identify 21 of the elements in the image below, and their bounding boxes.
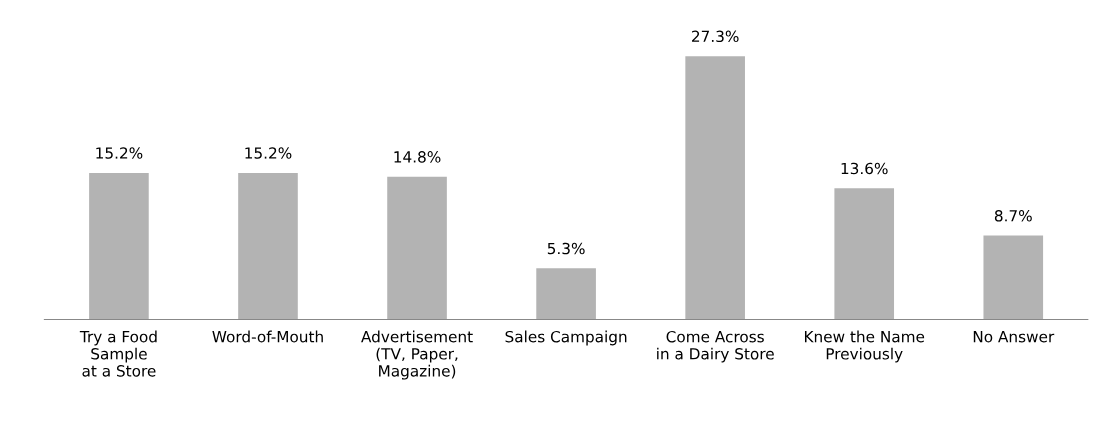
bar	[536, 268, 596, 320]
data-label: 8.7%	[994, 209, 1032, 222]
bar	[983, 235, 1044, 320]
x-tick-label: No Answer	[973, 331, 1055, 343]
data-label: 13.6%	[841, 162, 888, 175]
x-tick-label: Come Across in a Dairy Store	[657, 330, 774, 363]
data-label: 15.2%	[245, 147, 292, 159]
bar	[387, 176, 447, 320]
x-tick-label: Advertisement (TV, Paper, Magazine)	[361, 330, 473, 380]
bar	[685, 56, 745, 320]
bar	[834, 188, 895, 320]
x-tick-label: Try a Food Sample at a Store	[79, 330, 157, 377]
bar	[89, 172, 149, 320]
x-tick-label: Knew the Name Previously	[804, 330, 925, 363]
data-label: 5.3%	[547, 242, 585, 255]
x-tick-label: Word-of-Mouth	[212, 330, 323, 343]
data-label: 14.8%	[394, 151, 441, 163]
bar	[238, 172, 298, 320]
data-label: 27.3%	[692, 30, 739, 43]
data-label: 15.2%	[96, 147, 143, 159]
x-tick-label: Sales Campaign	[505, 330, 627, 346]
